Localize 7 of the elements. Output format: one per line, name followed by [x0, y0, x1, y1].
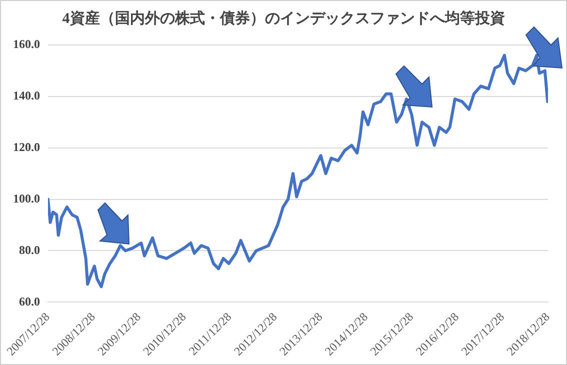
y-tick-label: 100.0 [13, 191, 40, 206]
chart-title: 4資産（国内外の株式・債券）のインデックスファンドへ均等投資 [61, 9, 506, 28]
y-tick-label: 80.0 [19, 242, 40, 257]
y-tick-label: 140.0 [13, 88, 40, 103]
y-tick-label: 160.0 [13, 37, 40, 52]
y-tick-label: 120.0 [13, 140, 40, 154]
y-tick-label: 60.0 [19, 294, 40, 308]
